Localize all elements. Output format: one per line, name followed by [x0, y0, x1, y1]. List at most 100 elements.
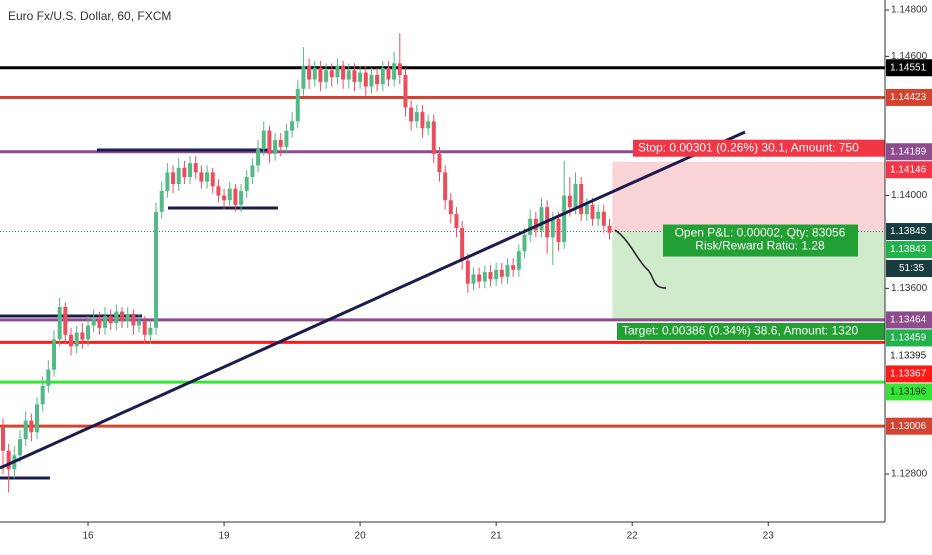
candle-body — [46, 369, 51, 386]
candle-body — [579, 183, 584, 215]
candle-body — [431, 121, 436, 154]
candle-body — [352, 70, 357, 82]
candle-body — [590, 204, 595, 219]
candle-body — [120, 311, 125, 321]
price-badge — [886, 161, 932, 179]
price-badge-label: 1.13395 — [890, 351, 927, 362]
candle-body — [6, 450, 11, 470]
candle-body — [199, 172, 204, 182]
candle-body — [29, 420, 34, 433]
x-tick-label: 20 — [355, 531, 367, 542]
candle-body — [420, 112, 425, 129]
price-badge-label: 1.13843 — [890, 244, 927, 255]
candle-body — [171, 172, 176, 184]
candle-body — [159, 190, 164, 212]
candle-body — [103, 316, 108, 328]
candle-body — [556, 218, 561, 242]
candle-body — [165, 172, 170, 191]
candle-body — [63, 306, 68, 335]
candle-body — [454, 214, 459, 229]
plot-area: Stop: 0.00301 (0.26%) 30.1, Amount: 750 O… — [0, 33, 885, 493]
candle-body — [562, 195, 567, 242]
candle-body — [573, 183, 578, 208]
candle-body — [301, 65, 306, 89]
candle-body — [471, 274, 476, 284]
price-badge-label: 1.14189 — [890, 146, 927, 157]
candle-body — [278, 139, 283, 147]
candle-body — [437, 153, 442, 173]
candle-body — [460, 228, 465, 261]
candle-body — [482, 272, 487, 282]
stop-label-box — [633, 139, 885, 157]
candle-body — [448, 200, 453, 215]
candle-body — [97, 318, 102, 328]
candle-body — [539, 207, 544, 231]
stop-zone — [612, 161, 885, 232]
candle-body — [392, 63, 397, 80]
candle-body — [307, 65, 312, 80]
candle-body — [528, 218, 533, 236]
candle-body — [80, 332, 85, 340]
price-badge — [886, 311, 932, 329]
candle-body — [1, 427, 6, 451]
price-badge — [886, 223, 932, 241]
candle-body — [250, 165, 255, 178]
candle-body — [533, 218, 538, 231]
candle-body — [18, 439, 23, 456]
candle-body — [426, 121, 431, 129]
y-tick-label: 1.14000 — [891, 190, 928, 201]
candle-body — [267, 130, 272, 154]
price-badge-label: 1.13464 — [890, 315, 927, 326]
candle-body — [335, 65, 340, 78]
candle-body — [227, 188, 232, 201]
price-badge — [886, 143, 932, 161]
x-tick-label: 22 — [627, 531, 639, 542]
candle-body — [443, 172, 448, 201]
candle-body — [137, 320, 142, 326]
candle-body — [312, 67, 317, 80]
candle-body — [318, 67, 323, 82]
candle-body — [403, 74, 408, 108]
target-label: Target: 0.00386 (0.34%) 38.6, Amount: 13… — [622, 324, 858, 338]
ratio-label: Risk/Reward Ratio: 1.28 — [695, 239, 825, 253]
candle-body — [584, 204, 589, 215]
candle-body — [261, 130, 266, 150]
candle-body — [256, 149, 261, 166]
x-tick-label: 21 — [491, 531, 503, 542]
price-badge — [886, 59, 932, 77]
candle-body — [465, 260, 470, 284]
candle-body — [409, 107, 414, 122]
price-badge-label: 1.13196 — [890, 387, 927, 398]
candle-body — [52, 339, 57, 370]
candle-body — [131, 313, 136, 326]
candle-body — [188, 163, 193, 178]
trend-line — [0, 130, 746, 470]
candle-body — [91, 318, 96, 326]
price-badge-label: 1.13367 — [890, 369, 927, 380]
candle-body — [35, 404, 40, 433]
candle-body — [341, 65, 346, 80]
candle-body — [216, 186, 221, 196]
candle-body — [182, 167, 187, 178]
price-badge — [886, 347, 932, 365]
price-badge — [886, 383, 932, 401]
candle-body — [193, 163, 198, 173]
candle-body — [239, 190, 244, 205]
candle-body — [284, 130, 289, 147]
candle-body — [86, 325, 91, 340]
candle-body — [346, 70, 351, 80]
candle-body — [57, 306, 62, 340]
y-tick-label: 1.14600 — [891, 51, 928, 62]
candle-body — [290, 121, 295, 131]
candle-body — [273, 139, 278, 154]
price-badge-label: 1.14146 — [890, 164, 927, 175]
candle-body — [142, 320, 147, 335]
countdown-badge — [886, 260, 932, 277]
price-badge — [886, 88, 932, 106]
pnl-label-box — [663, 224, 858, 257]
y-tick-label: 1.14800 — [891, 5, 928, 16]
candle-body — [386, 67, 391, 80]
candle-body — [74, 332, 79, 347]
candle-body — [414, 112, 419, 122]
